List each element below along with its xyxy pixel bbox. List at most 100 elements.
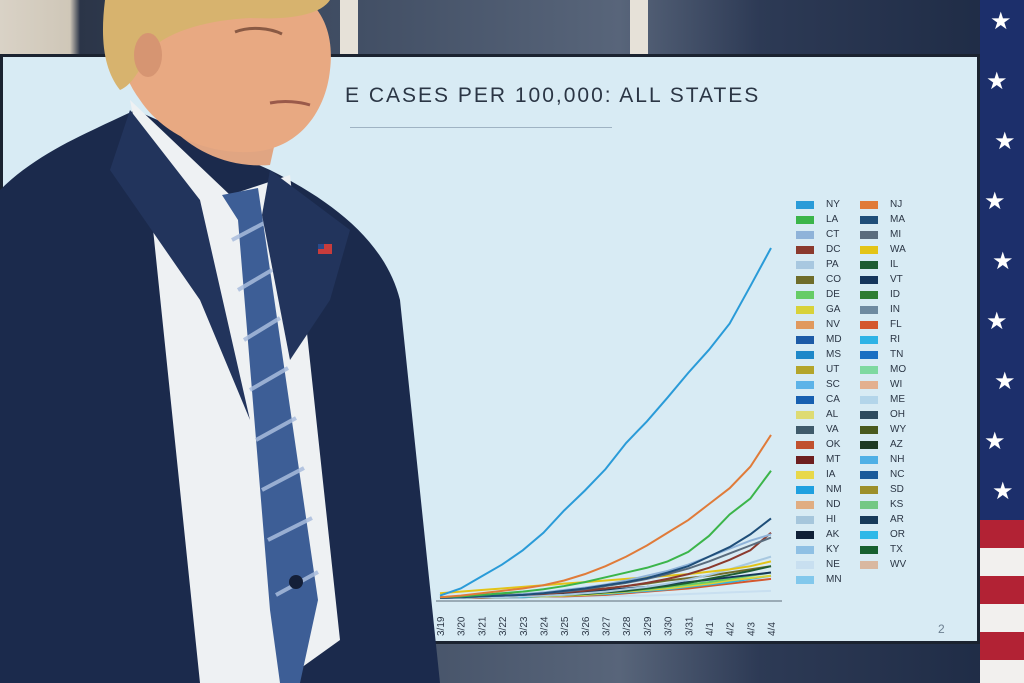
star-icon: ★ <box>984 188 1006 215</box>
x-tick-label: 4/2 <box>726 622 737 636</box>
x-tick-label: 3/24 <box>539 616 550 636</box>
legend-label: KS <box>890 499 904 510</box>
x-tick-label: 3/27 <box>602 616 613 636</box>
legend-item-ar: AR <box>860 513 920 527</box>
legend-swatch <box>860 261 878 269</box>
legend-item-tx: TX <box>860 543 920 557</box>
legend-item-tn: TN <box>860 348 920 362</box>
legend-swatch <box>860 516 878 524</box>
star-icon: ★ <box>984 428 1006 455</box>
legend-label: AZ <box>890 439 903 450</box>
star-icon: ★ <box>992 478 1014 505</box>
star-icon: ★ <box>990 8 1012 35</box>
legend-label: PA <box>826 259 839 270</box>
legend-label: NJ <box>890 199 903 210</box>
legend-item-dc: DC <box>796 243 856 257</box>
legend-item-nd: ND <box>796 498 856 512</box>
flag-stripe <box>980 660 1024 683</box>
star-icon: ★ <box>994 128 1016 155</box>
legend-item-ct: CT <box>796 228 856 242</box>
legend-label: NY <box>826 199 840 210</box>
flag-stripe <box>980 520 1024 548</box>
legend-label: ID <box>890 289 900 300</box>
legend-label: DC <box>826 244 841 255</box>
legend-label: SD <box>890 484 904 495</box>
x-tick-labels: 3/19 3/20 3/21 3/22 3/23 3/24 3/25 3/26 3/27 3/28… <box>436 616 778 636</box>
legend-swatch <box>860 456 878 464</box>
x-tick-label: 3/25 <box>560 616 571 636</box>
legend-swatch <box>796 411 814 419</box>
legend-item-oh: OH <box>860 408 920 422</box>
legend-label: WA <box>890 244 906 255</box>
series-line-nj <box>439 434 772 599</box>
legend-item-md: MD <box>796 333 856 347</box>
x-tick-label: 4/3 <box>746 622 757 636</box>
legend-swatch <box>796 351 814 359</box>
legend-swatch <box>796 456 814 464</box>
legend-item-ak: AK <box>796 528 856 542</box>
legend-label: NC <box>890 469 905 480</box>
x-tick-label: 3/26 <box>581 616 592 636</box>
legend-item-co: CO <box>796 273 856 287</box>
legend-swatch <box>860 291 878 299</box>
legend-item-pa: PA <box>796 258 856 272</box>
legend-item-mn: MN <box>796 573 856 587</box>
legend-swatch <box>860 276 878 284</box>
legend-item-sc: SC <box>796 378 856 392</box>
legend-swatch <box>860 321 878 329</box>
x-tick-label: 4/1 <box>705 622 716 636</box>
legend-swatch <box>796 321 814 329</box>
legend-label: OH <box>890 409 905 420</box>
wall-panel <box>340 0 358 60</box>
legend-label: MA <box>890 214 905 225</box>
legend-swatch <box>860 381 878 389</box>
legend-swatch <box>796 396 814 404</box>
legend-item-id: ID <box>860 288 920 302</box>
legend-swatch <box>796 501 814 509</box>
legend-swatch <box>860 426 878 434</box>
legend-item-wv: WV <box>860 558 920 572</box>
legend-label: OK <box>826 439 841 450</box>
legend-swatch <box>860 561 878 569</box>
legend-swatch <box>860 411 878 419</box>
x-tick-label: 3/22 <box>498 616 509 636</box>
legend-item-ca: CA <box>796 393 856 407</box>
x-tick-label: 3/19 <box>436 616 447 636</box>
legend-label: VT <box>890 274 903 285</box>
legend-item-nh: NH <box>860 453 920 467</box>
legend-label: ND <box>826 499 841 510</box>
legend-label: CA <box>826 394 840 405</box>
legend-swatch <box>860 246 878 254</box>
legend-label: MT <box>826 454 841 465</box>
legend-item-nv: NV <box>796 318 856 332</box>
legend-swatch <box>796 336 814 344</box>
legend-swatch <box>796 576 814 584</box>
legend-label: FL <box>890 319 902 330</box>
legend-swatch <box>796 246 814 254</box>
legend-item-in: IN <box>860 303 920 317</box>
legend-label: NE <box>826 559 840 570</box>
legend-item-ky: KY <box>796 543 856 557</box>
legend-item-sd: SD <box>860 483 920 497</box>
legend-item-ms: MS <box>796 348 856 362</box>
legend-label: WY <box>890 424 907 435</box>
star-icon: ★ <box>986 308 1008 335</box>
legend-label: GA <box>826 304 841 315</box>
x-tick-label: 3/21 <box>477 616 488 636</box>
legend-item-ga: GA <box>796 303 856 317</box>
legend-label: IA <box>826 469 836 480</box>
legend-label: CO <box>826 274 841 285</box>
legend-swatch <box>796 531 814 539</box>
legend-label: NH <box>890 454 905 465</box>
legend-label: TN <box>890 349 904 360</box>
legend-label: MS <box>826 349 841 360</box>
series-line-ny <box>439 247 772 597</box>
legend-item-hi: HI <box>796 513 856 527</box>
legend-swatch <box>860 351 878 359</box>
legend-swatch <box>796 381 814 389</box>
legend-swatch <box>860 486 878 494</box>
legend-item-ne: NE <box>796 558 856 572</box>
legend-item-ny: NY <box>796 198 856 212</box>
page-number: 2 <box>938 622 945 636</box>
legend-swatch <box>860 471 878 479</box>
